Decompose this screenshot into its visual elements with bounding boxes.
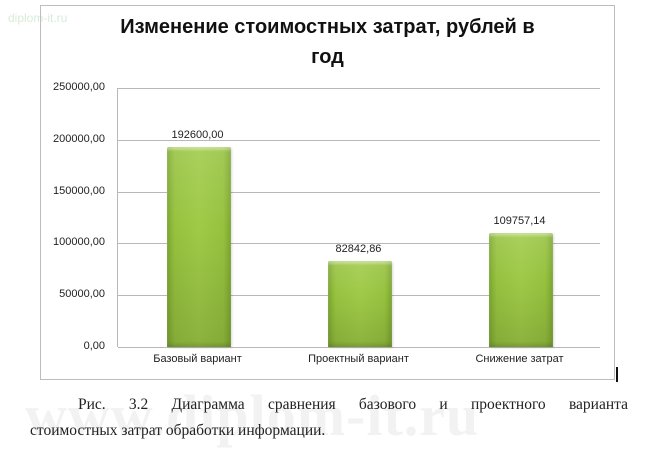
bar bbox=[166, 147, 231, 347]
chart-title: Изменение стоимостных затрат, рублей в г… bbox=[40, 12, 615, 72]
bar-shading bbox=[327, 261, 392, 347]
caption-word: варианта bbox=[568, 396, 628, 413]
caption-line-1: Рис. 3.2 Диаграмма сравнения базового и проект… bbox=[30, 392, 628, 418]
y-tick-label: 150000,00 bbox=[53, 184, 105, 197]
chart-title-line1: Изменение стоимостных затрат, рублей в bbox=[120, 16, 535, 38]
category-label: Снижение затрат bbox=[475, 353, 564, 365]
y-tick-label: 0,00 bbox=[83, 340, 105, 352]
bar-shading bbox=[166, 147, 231, 347]
caption-word: Диаграмма bbox=[171, 396, 245, 413]
data-label: 109757,14 bbox=[493, 215, 546, 228]
bar-shading bbox=[488, 233, 553, 347]
chart-frame bbox=[40, 5, 615, 380]
gridline bbox=[118, 88, 600, 89]
caption-word: базового bbox=[358, 396, 417, 413]
category-label: Проектный вариант bbox=[308, 353, 409, 365]
figure-caption: Рис. 3.2 Диаграмма сравнения базового и проект… bbox=[30, 392, 628, 444]
bar bbox=[488, 233, 553, 347]
caption-word: сравнения bbox=[267, 396, 336, 413]
chart-title-line2: год bbox=[311, 46, 344, 68]
y-tick-label: 250000,00 bbox=[53, 81, 105, 93]
gridline bbox=[118, 347, 600, 348]
watermark-large: www.diplom-it.ru bbox=[25, 383, 480, 448]
caption-word: 3.2 bbox=[128, 396, 149, 413]
gridline bbox=[118, 243, 600, 245]
bar bbox=[327, 261, 392, 347]
caption-word: и bbox=[439, 396, 448, 413]
caption-word: проектного bbox=[470, 396, 546, 413]
caption-line-2: стоимостных затрат обработки информации. bbox=[30, 422, 326, 439]
gridline bbox=[118, 191, 600, 193]
plot-area bbox=[117, 88, 600, 348]
gridline bbox=[118, 139, 600, 141]
y-tick-label: 100000,00 bbox=[53, 236, 105, 249]
y-tick-label: 50000,00 bbox=[59, 288, 105, 301]
data-label: 82842,86 bbox=[335, 243, 382, 256]
category-label: Базовый вариант bbox=[153, 353, 242, 365]
watermark-site: diplom-it.ru bbox=[8, 11, 68, 25]
data-label: 192600,00 bbox=[171, 129, 224, 142]
caption-word: Рис. bbox=[78, 396, 106, 413]
text-cursor bbox=[616, 367, 618, 382]
y-tick-label: 200000,00 bbox=[53, 132, 105, 145]
